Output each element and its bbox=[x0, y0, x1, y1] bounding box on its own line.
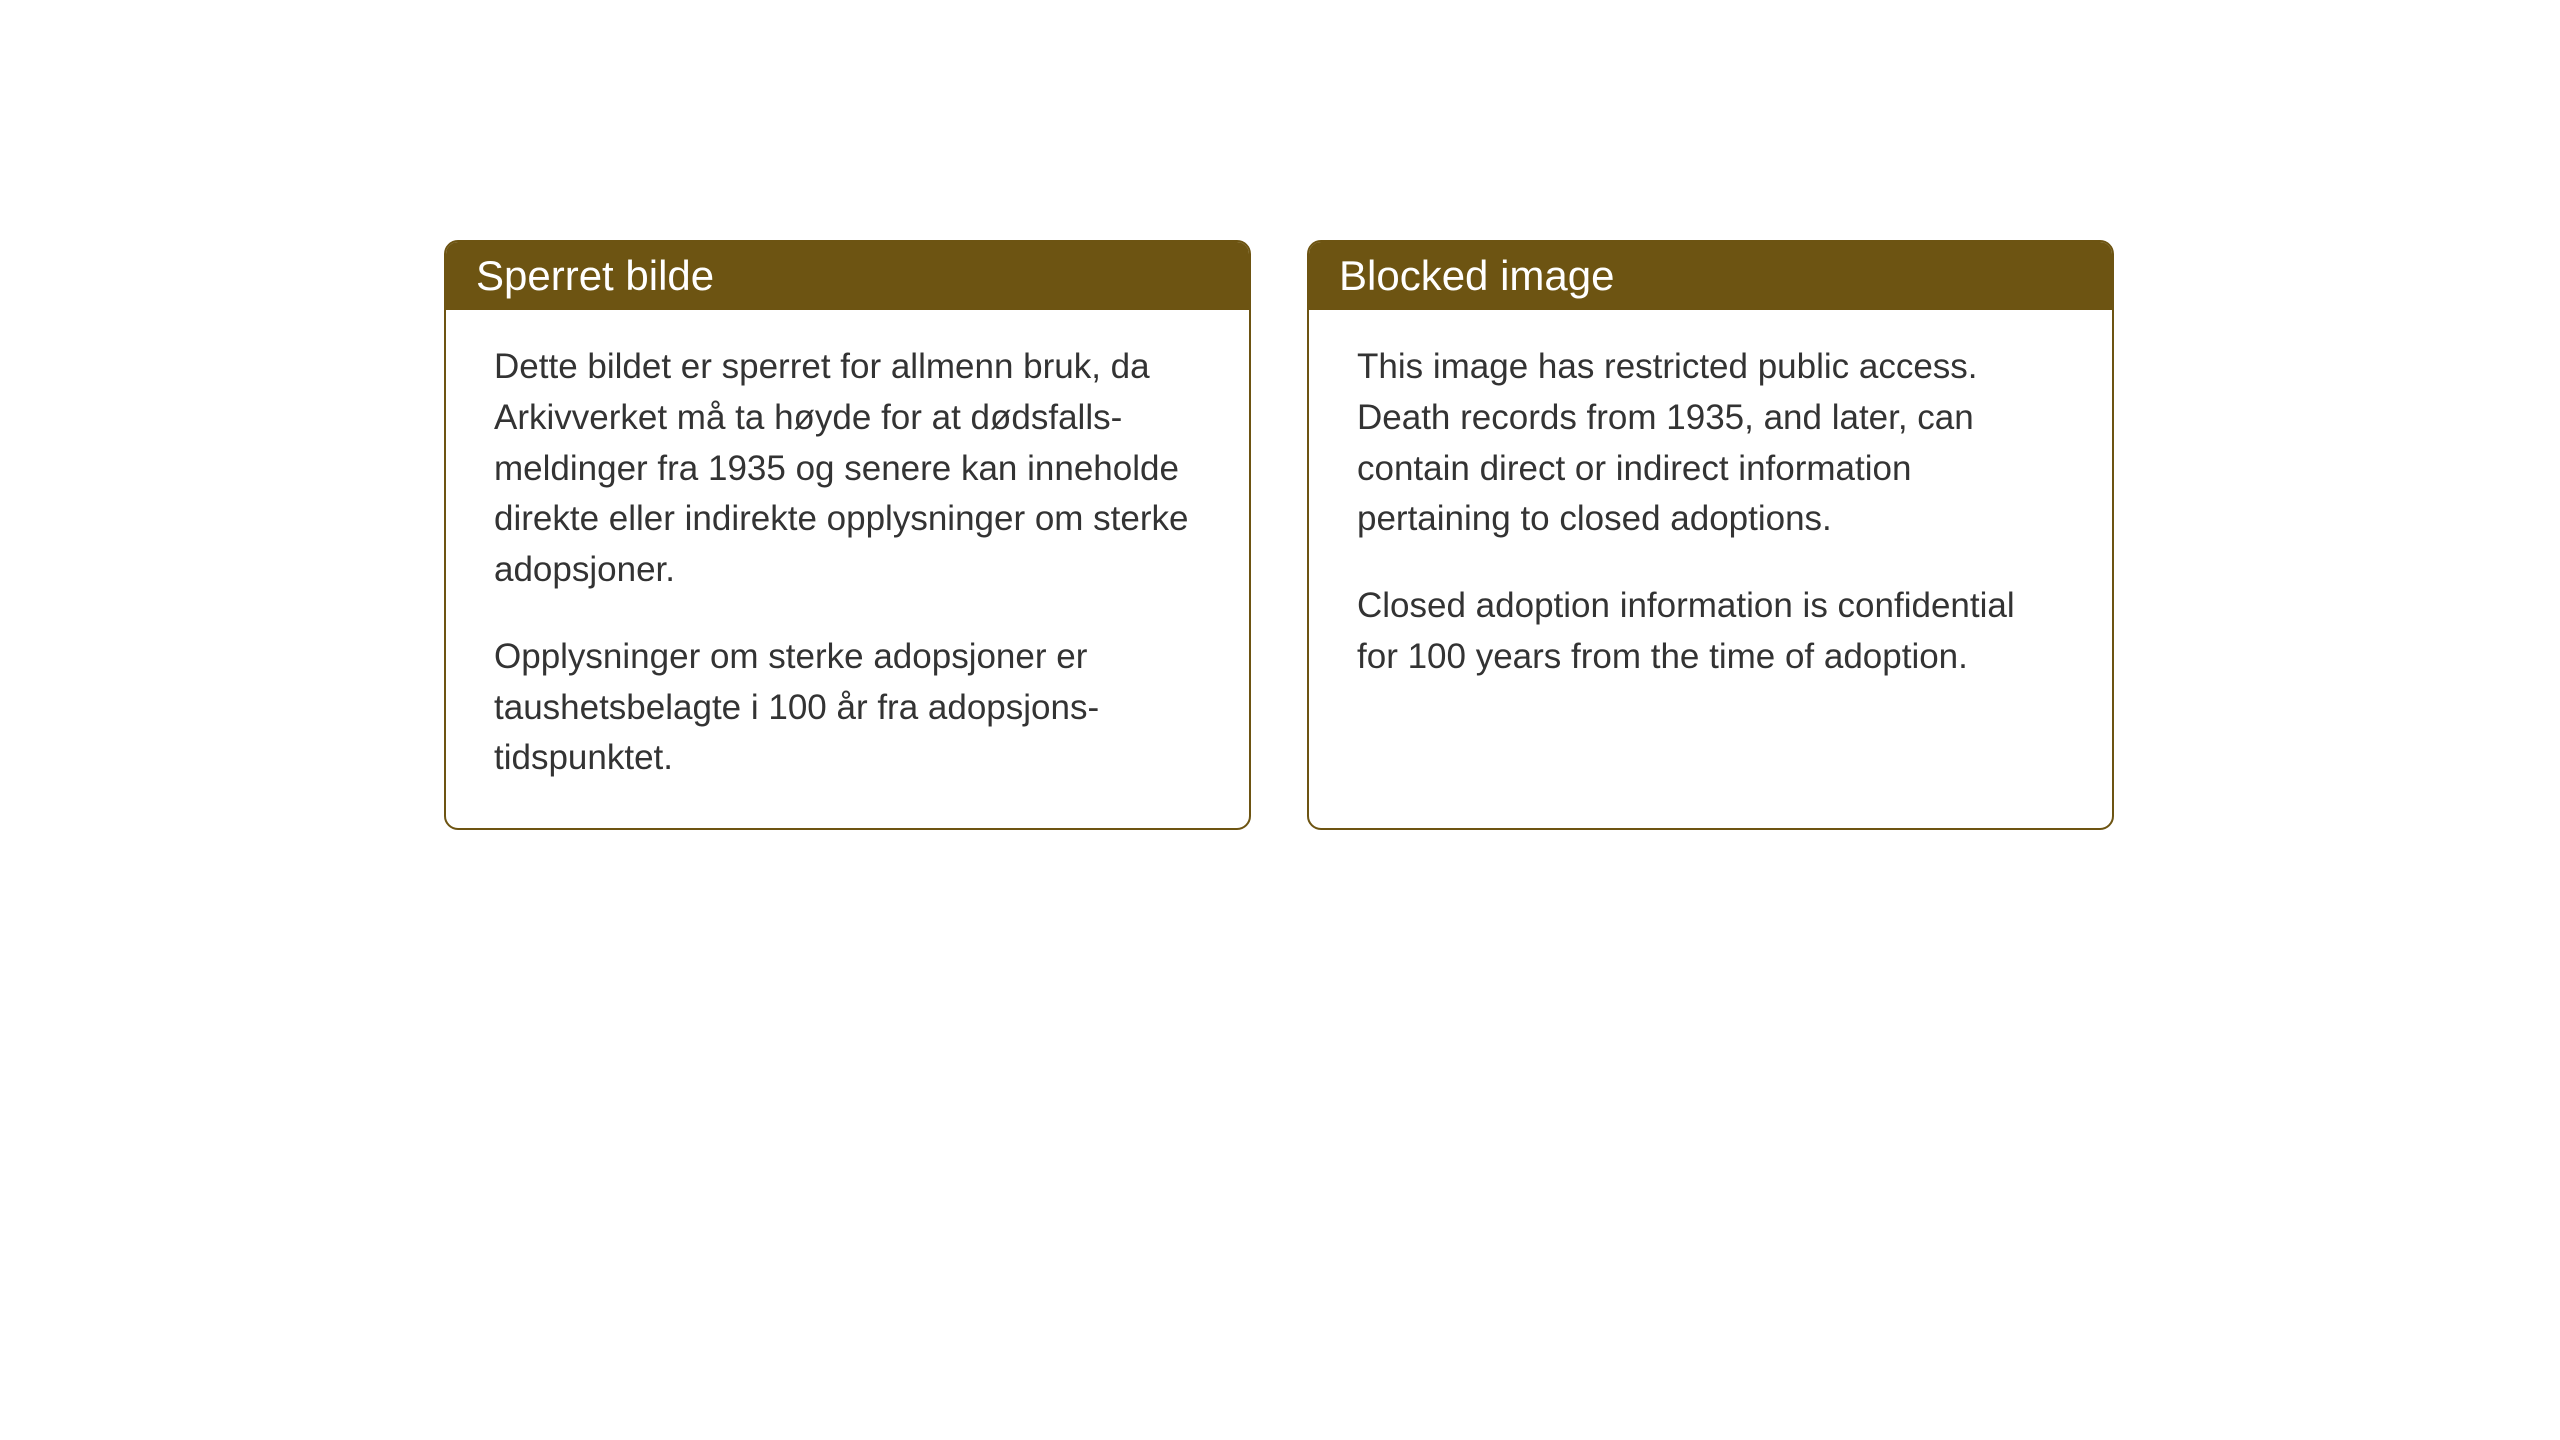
norwegian-card-body: Dette bildet er sperret for allmenn bruk… bbox=[446, 310, 1249, 828]
english-paragraph-1: This image has restricted public access.… bbox=[1357, 342, 2064, 545]
english-card-body: This image has restricted public access.… bbox=[1309, 310, 2112, 727]
norwegian-notice-card: Sperret bilde Dette bildet er sperret fo… bbox=[444, 240, 1251, 830]
english-notice-card: Blocked image This image has restricted … bbox=[1307, 240, 2114, 830]
english-paragraph-2: Closed adoption information is confident… bbox=[1357, 581, 2064, 683]
notice-container: Sperret bilde Dette bildet er sperret fo… bbox=[444, 240, 2114, 830]
norwegian-card-title: Sperret bilde bbox=[446, 242, 1249, 310]
norwegian-paragraph-1: Dette bildet er sperret for allmenn bruk… bbox=[494, 342, 1201, 596]
english-card-title: Blocked image bbox=[1309, 242, 2112, 310]
norwegian-paragraph-2: Opplysninger om sterke adopsjoner er tau… bbox=[494, 632, 1201, 784]
